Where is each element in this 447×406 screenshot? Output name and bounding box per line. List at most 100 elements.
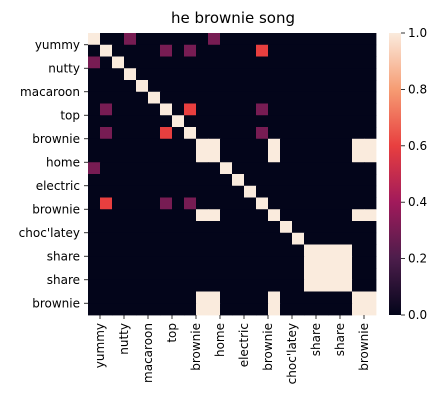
heatmap-cell [292, 291, 305, 304]
heatmap-cell [316, 80, 329, 93]
heatmap-cell [340, 291, 353, 304]
heatmap-cell [256, 291, 269, 304]
heatmap-cell [88, 91, 101, 104]
heatmap-cell [136, 68, 149, 81]
heatmap-cell [112, 279, 125, 292]
heatmap-cell [352, 103, 365, 116]
heatmap-cell [316, 232, 329, 245]
heatmap-cell [160, 115, 173, 128]
heatmap-cell [304, 256, 317, 269]
heatmap-cell [304, 162, 317, 175]
heatmap-cell [352, 44, 365, 57]
heatmap-cell [160, 209, 173, 222]
heatmap-cell [184, 162, 197, 175]
heatmap-cell [316, 197, 329, 210]
heatmap-cell [328, 244, 341, 257]
heatmap-cell [292, 91, 305, 104]
heatmap-cell [208, 279, 221, 292]
heatmap-cell [232, 127, 245, 140]
heatmap-cell [244, 80, 257, 93]
heatmap-cell [244, 209, 257, 222]
heatmap-cell [316, 127, 329, 140]
heatmap-cell [352, 279, 365, 292]
heatmap-cell [268, 279, 281, 292]
heatmap-cell [328, 256, 341, 269]
y-axis: yummy nutty macaroon top brownie home electric… [19, 38, 88, 310]
heatmap-cell [232, 33, 245, 46]
heatmap-cell [268, 80, 281, 93]
y-tick-label: brownie [32, 202, 80, 216]
heatmap-cell [196, 232, 209, 245]
heatmap-cell [232, 209, 245, 222]
heatmap-cell [280, 80, 293, 93]
heatmap-cell [88, 68, 101, 81]
heatmap-cell [256, 127, 269, 140]
heatmap-cell [256, 221, 269, 234]
heatmap-cell [268, 91, 281, 104]
heatmap-cell [328, 44, 341, 57]
heatmap-cell [208, 291, 221, 304]
heatmap-cell [340, 150, 353, 163]
heatmap-cell [124, 174, 137, 187]
heatmap-cell [172, 150, 185, 163]
heatmap-cell [124, 256, 137, 269]
x-tick-label: top [165, 323, 179, 343]
heatmap-cell [220, 185, 233, 198]
heatmap-cell [316, 185, 329, 198]
heatmap-cell [292, 68, 305, 81]
heatmap-cell [184, 221, 197, 234]
heatmap-cell [268, 174, 281, 187]
heatmap-cell [100, 174, 113, 187]
heatmap-cell [160, 268, 173, 281]
heatmap-cell [172, 33, 185, 46]
heatmap-cell [316, 268, 329, 281]
heatmap-cell [268, 44, 281, 57]
heatmap-cell [136, 291, 149, 304]
heatmap-cell [184, 174, 197, 187]
heatmap-cell [220, 279, 233, 292]
heatmap-cell [256, 44, 269, 57]
heatmap-cell [172, 197, 185, 210]
heatmap-cell [160, 185, 173, 198]
heatmap-cell [232, 103, 245, 116]
heatmap-cell [244, 33, 257, 46]
heatmap-cell [88, 279, 101, 292]
heatmap-cell [304, 209, 317, 222]
heatmap-cell [304, 197, 317, 210]
heatmap-cell [196, 279, 209, 292]
heatmap-cell [232, 150, 245, 163]
heatmap-cell [112, 138, 125, 151]
heatmap-cell [292, 115, 305, 128]
heatmap-cell [352, 303, 365, 316]
heatmap-cell [112, 162, 125, 175]
heatmap-cell [124, 150, 137, 163]
x-tick-label: home [213, 323, 227, 357]
heatmap-cell [148, 138, 161, 151]
heatmap-cell [148, 256, 161, 269]
heatmap-cell [256, 162, 269, 175]
heatmap-cell [328, 291, 341, 304]
heatmap-cell [328, 268, 341, 281]
heatmap-cell [100, 44, 113, 57]
heatmap-cell [328, 303, 341, 316]
heatmap-cell [148, 80, 161, 93]
heatmap-cell [232, 221, 245, 234]
heatmap-cell [124, 127, 137, 140]
heatmap-cell [220, 232, 233, 245]
heatmap-cell [220, 150, 233, 163]
heatmap-cell [340, 303, 353, 316]
heatmap-cell [160, 68, 173, 81]
heatmap-cell [136, 91, 149, 104]
heatmap-cell [280, 197, 293, 210]
heatmap-cell [352, 56, 365, 69]
heatmap-cell [244, 268, 257, 281]
heatmap-cell [196, 303, 209, 316]
heatmap-cell [88, 232, 101, 245]
heatmap-cell [112, 91, 125, 104]
heatmap-cell [124, 209, 137, 222]
heatmap-cell [172, 56, 185, 69]
heatmap-cell [160, 279, 173, 292]
heatmap-cell [364, 33, 377, 46]
heatmap-cell [364, 279, 377, 292]
heatmap-cell [208, 44, 221, 57]
